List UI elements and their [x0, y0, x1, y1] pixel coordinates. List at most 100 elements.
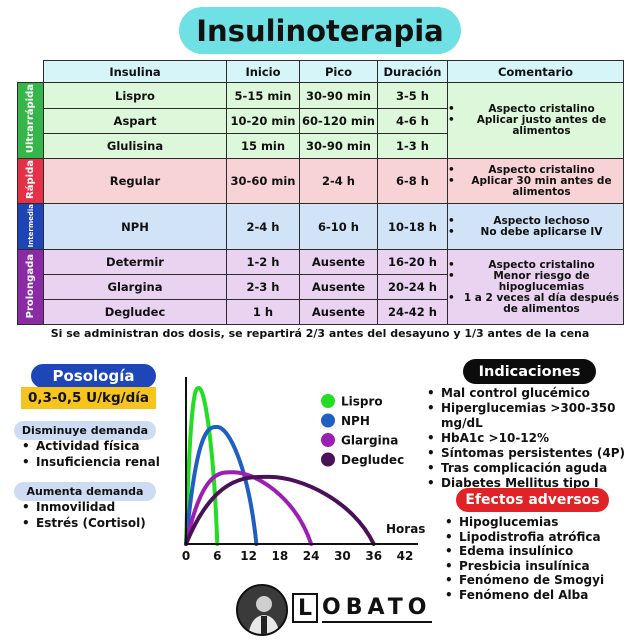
table-row: Intermedia NPH 2-4 h 6-10 h 10-18 h Aspe…	[17, 202, 624, 251]
legend-swatch-nph	[321, 413, 335, 428]
efectos-adversos-label: Efectos adversos	[456, 488, 609, 512]
comment-item: Aplicar 30 min antes de alimentos	[448, 175, 623, 198]
disminuye-demanda-label: Disminuye demanda	[14, 421, 156, 440]
cell-inicio: 2-4 h	[226, 202, 300, 251]
logo-letter-l: L	[292, 593, 318, 623]
comment-item: Aspecto cristalino	[448, 104, 623, 116]
cell-inicio: 30-60 min	[226, 158, 300, 204]
cell-pico: Ausente	[299, 299, 378, 326]
comment-item: No debe aplicarse IV	[448, 226, 623, 238]
cell-pico: Ausente	[299, 274, 378, 301]
table-row: Ultrarrápida Lispro 5-15 min 30-90 min 3…	[17, 82, 624, 159]
x-tick-label: 12	[240, 549, 257, 563]
category-intermedia: Intermedia	[17, 202, 44, 251]
indicaciones-label: Indicaciones	[463, 359, 596, 384]
insulin-table: Insulina Inicio Pico Duración Comentario…	[17, 60, 624, 326]
legend-label-glargina: Glargina	[341, 434, 398, 448]
cell-insulina: Lispro	[43, 82, 227, 109]
aumenta-demanda-label: Aumenta demanda	[14, 482, 156, 501]
indicaciones-list: Mal control glucémico Hiperglucemias >30…	[427, 386, 640, 491]
curve-degludec	[184, 474, 376, 546]
cell-duracion: 20-24 h	[377, 274, 448, 301]
x-tick-label: 42	[397, 549, 414, 563]
legend-swatch-degludec	[321, 452, 335, 467]
x-tick-label: 18	[272, 549, 289, 563]
comment-ultrarrapida: Aspecto cristalino Aplicar justo antes d…	[447, 82, 624, 159]
cell-pico: 30-90 min	[299, 82, 378, 109]
cell-duracion: 3-5 h	[377, 82, 448, 109]
list-item: Diabetes Mellitus tipo I	[427, 476, 640, 491]
cell-duracion: 6-8 h	[377, 158, 448, 204]
legend-label-nph: NPH	[341, 414, 370, 428]
cell-duracion: 1-3 h	[377, 133, 448, 159]
cell-insulina: Degludec	[43, 299, 227, 326]
list-item: Inmovilidad	[22, 500, 146, 516]
cell-duracion: 24-42 h	[377, 299, 448, 326]
legend-label-degludec: Degludec	[341, 453, 404, 467]
category-ultrarrapida: Ultrarrápida	[17, 82, 44, 159]
curve-nph	[184, 424, 259, 546]
legend-swatch-glargina	[321, 433, 335, 447]
cell-pico: 30-90 min	[299, 133, 378, 159]
comment-item: Aplicar justo antes de alimentos	[448, 115, 623, 137]
list-item: Síntomas persistentes (4P)	[427, 446, 640, 461]
dosing-footnote: Si se administran dos dosis, se repartir…	[50, 327, 590, 340]
list-item: Hipoglucemias	[445, 515, 604, 530]
header-inicio: Inicio	[226, 60, 300, 83]
comment-item: Menor riesgo de hipoglucemias	[448, 270, 623, 293]
logo-avatar	[236, 584, 288, 636]
legend-swatch-lispro	[321, 394, 335, 408]
posologia-label: Posología	[31, 364, 156, 388]
list-item: Hiperglucemias >300-350 mg/dL	[427, 401, 640, 431]
cell-inicio: 2-3 h	[226, 274, 300, 301]
dose-value: 0,3-0,5 U/kg/día	[21, 387, 156, 409]
list-item: Mal control glucémico	[427, 386, 640, 401]
cell-inicio: 15 min	[226, 133, 300, 159]
cell-pico: 2-4 h	[299, 158, 378, 204]
comment-item: Aspecto cristalino	[448, 164, 623, 176]
list-item: Estrés (Cortisol)	[22, 516, 146, 532]
cell-duracion: 16-20 h	[377, 249, 448, 276]
list-item: Tras complicación aguda	[427, 461, 640, 476]
x-axis-label: Horas	[386, 522, 425, 536]
cell-pico: 6-10 h	[299, 202, 378, 251]
cell-inicio: 1-2 h	[226, 249, 300, 276]
list-item: Actividad física	[22, 439, 160, 455]
curve-glargina	[184, 470, 314, 546]
category-rapida: Rápida	[17, 158, 44, 204]
x-tick-label: 6	[213, 549, 221, 563]
cell-duracion: 4-6 h	[377, 108, 448, 134]
cell-pico: 60-120 min	[299, 108, 378, 134]
cell-insulina: Regular	[43, 158, 227, 204]
cell-inicio: 1 h	[226, 299, 300, 326]
category-prolongada: Prolongada	[17, 249, 44, 326]
logo-wordmark: L OBATO	[292, 591, 432, 625]
legend-label-lispro: Lispro	[341, 395, 383, 409]
table-corner	[17, 60, 44, 83]
disminuye-list: Actividad física Insuficiencia renal	[22, 439, 160, 470]
cell-insulina: Aspart	[43, 108, 227, 134]
curve-lispro	[184, 385, 220, 546]
cell-inicio: 10-20 min	[226, 108, 300, 134]
list-item: HbA1c >10-12%	[427, 431, 640, 446]
comment-item: Aspecto lechoso	[448, 215, 623, 227]
list-item: Fenómeno del Alba	[445, 588, 604, 603]
efectos-list: Hipoglucemias Lipodistrofia atrófica Ede…	[445, 515, 604, 602]
page-title-text: Insulinoterapia	[196, 13, 444, 48]
person-icon	[238, 586, 286, 634]
header-duracion: Duración	[377, 60, 448, 83]
list-item: Fenómeno de Smogyi	[445, 573, 604, 588]
comment-item: 1 a 2 veces al día después de alimentos	[448, 292, 623, 315]
cell-insulina: NPH	[43, 202, 227, 251]
comment-intermedia: Aspecto lechoso No debe aplicarse IV	[447, 202, 624, 251]
list-item: Lipodistrofia atrófica	[445, 530, 604, 545]
cell-insulina: Determir	[43, 249, 227, 276]
table-row: Glargina 2-3 h Ausente 20-24 h	[18, 274, 624, 301]
comment-item: Aspecto cristalino	[448, 259, 623, 271]
table-row: Glulisina 15 min 30-90 min 1-3 h	[18, 133, 624, 159]
cell-inicio: 5-15 min	[226, 82, 300, 109]
logo-letters: OBATO	[322, 593, 432, 623]
comment-prolongada: Aspecto cristalino Menor riesgo de hipog…	[447, 249, 624, 326]
cell-insulina: Glargina	[43, 274, 227, 301]
